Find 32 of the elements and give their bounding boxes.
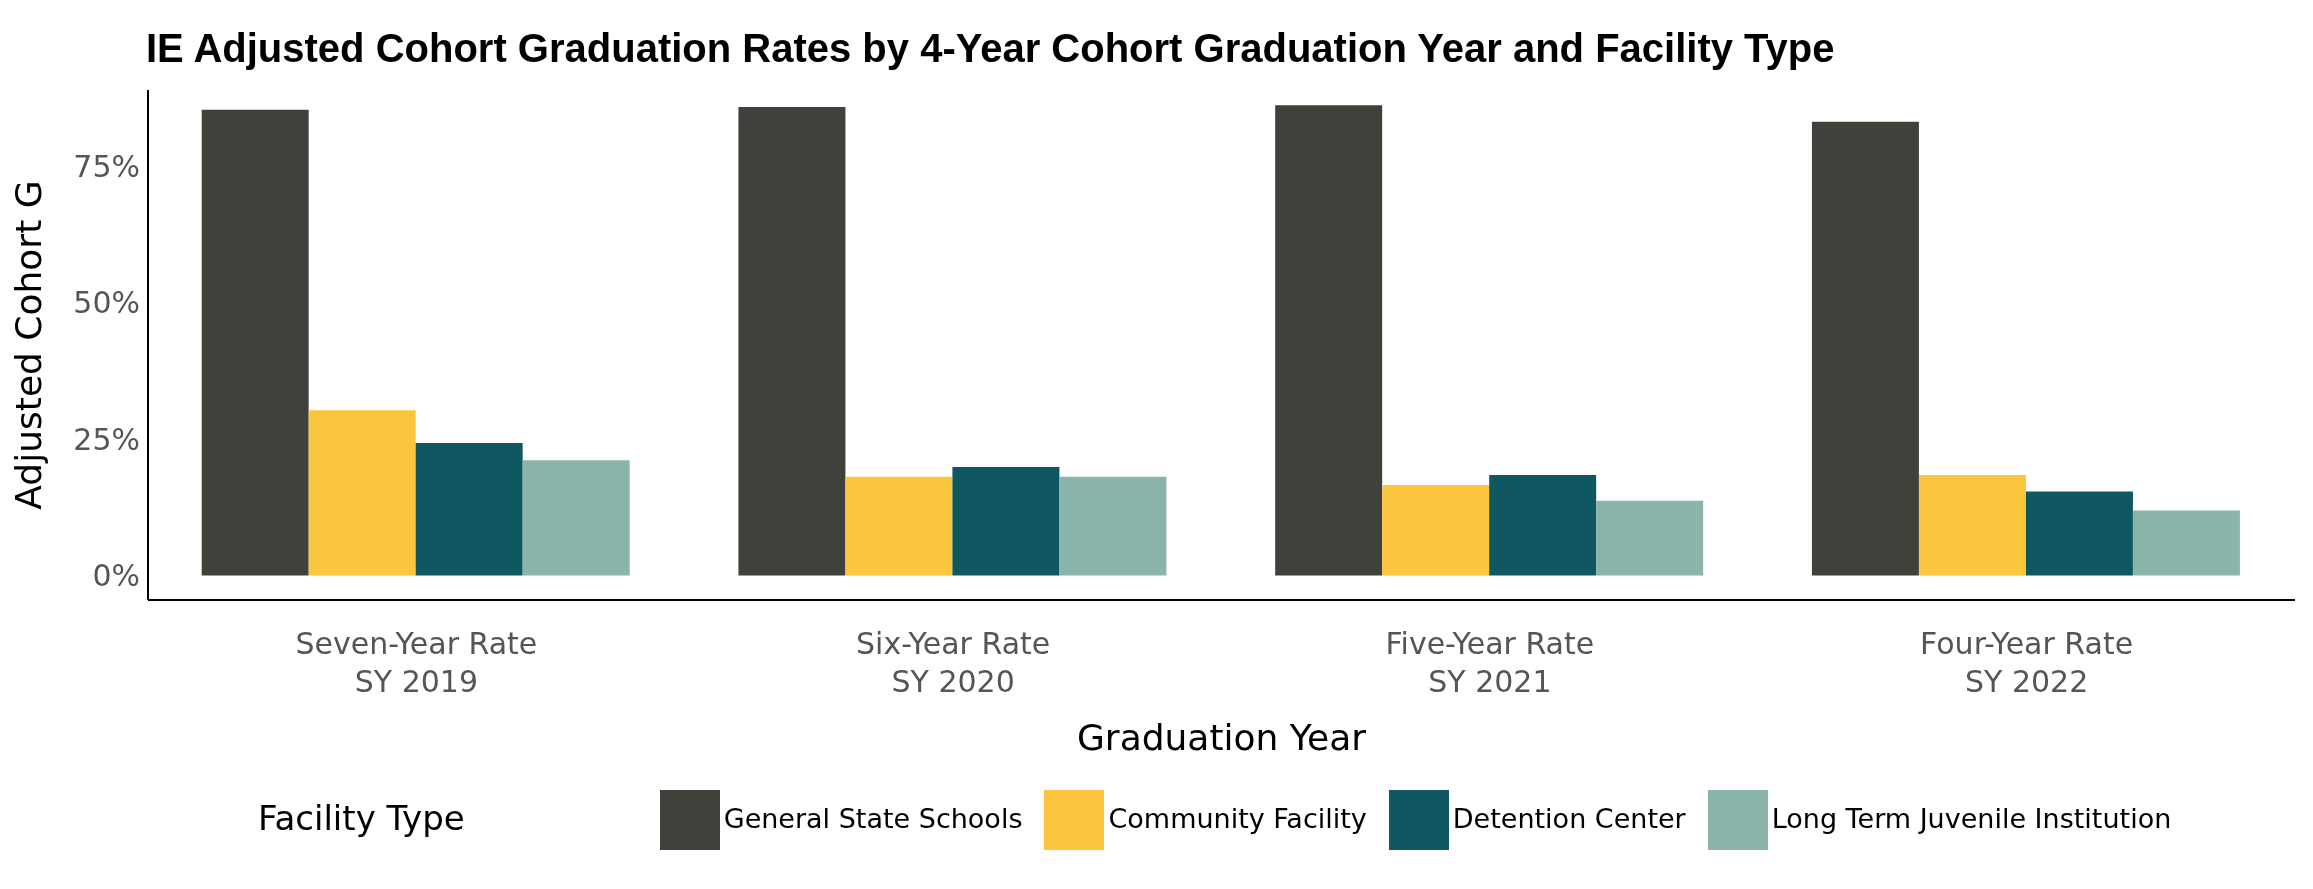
- y-tick-label: 0%: [92, 558, 140, 594]
- x-tick-label: Five-Year Rate SY 2021: [1385, 626, 1595, 699]
- bar: [415, 442, 523, 576]
- legend-label: Long Term Juvenile Institution: [1771, 802, 2172, 834]
- y-tick-label: 75%: [73, 149, 140, 185]
- bar: [845, 476, 953, 576]
- legend-label: Community Facility: [1108, 802, 1367, 834]
- x-axis-title: Graduation Year: [1076, 717, 1367, 758]
- bar: [1059, 476, 1167, 576]
- bar: [201, 109, 309, 576]
- bar: [738, 106, 846, 576]
- bar: [2132, 510, 2240, 576]
- bar: [1596, 500, 1704, 576]
- x-tick-label: Six-Year Rate SY 2020: [856, 626, 1051, 699]
- y-axis-title: Adjusted Cohort G: [7, 180, 49, 510]
- chart-title: IE Adjusted Cohort Graduation Rates by 4-Year Cohort Graduation Year and Facility Type: [145, 25, 1836, 72]
- x-tick-label: Seven-Year Rate SY 2019: [295, 626, 538, 699]
- bar: [952, 466, 1060, 576]
- bar: [1811, 121, 1919, 576]
- y-tick-label: 25%: [73, 421, 140, 457]
- legend-title: Facility Type: [258, 798, 465, 838]
- bar: [2025, 491, 2133, 576]
- legend-label: Detention Center: [1452, 802, 1686, 834]
- x-tick-label: Four-Year Rate SY 2022: [1920, 626, 2134, 699]
- bar: [1275, 105, 1383, 576]
- bar: [1382, 484, 1490, 576]
- legend-label: General State Schools: [723, 802, 1023, 834]
- bar: [1918, 475, 2026, 576]
- bar: [308, 410, 416, 576]
- bar: [522, 460, 630, 576]
- bar: [1489, 475, 1597, 576]
- y-tick-label: 50%: [73, 285, 140, 321]
